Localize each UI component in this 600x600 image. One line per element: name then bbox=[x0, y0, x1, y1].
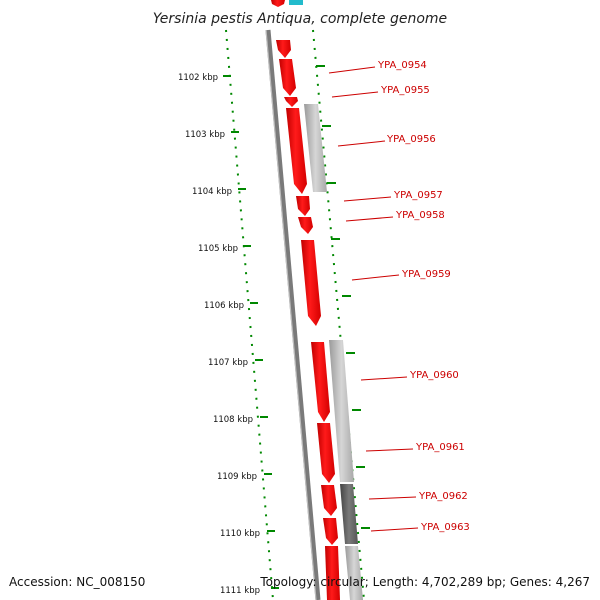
gene-arrow bbox=[284, 97, 298, 107]
gene-arrow bbox=[301, 240, 321, 326]
gene-labels: YPA_0954 YPA_0955 YPA_0956 YPA_0957 YPA_… bbox=[377, 60, 470, 533]
reverse-strand-block bbox=[345, 546, 363, 600]
gene-arrow bbox=[296, 196, 310, 216]
ruler-tick-label: 1102 kbp bbox=[178, 73, 218, 83]
gene-label: YPA_0956 bbox=[386, 134, 436, 145]
gene-label: YPA_0961 bbox=[415, 442, 465, 453]
ruler-tick-label: 1111 kbp bbox=[220, 586, 260, 596]
gene-arrow bbox=[286, 108, 307, 194]
ruler-tick-label: 1103 kbp bbox=[185, 130, 225, 140]
ruler-tick-label: 1109 kbp bbox=[217, 472, 257, 482]
gene-arrow bbox=[321, 485, 337, 516]
teal-feature bbox=[289, 0, 303, 5]
ruler-tick-label: 1110 kbp bbox=[220, 529, 260, 539]
ruler-tick-label: 1108 kbp bbox=[213, 415, 253, 425]
gene-arrow bbox=[325, 546, 340, 600]
gene-arrow bbox=[317, 423, 335, 483]
reverse-strand-block bbox=[329, 340, 354, 482]
map-title: Yersinia pestis Antiqua, complete genome bbox=[153, 11, 447, 27]
gene-arrow-partial-top bbox=[271, 0, 285, 7]
genome-info-text: Topology: circular; Length: 4,702,289 bp… bbox=[259, 575, 590, 589]
ruler-ticks bbox=[223, 75, 279, 589]
ruler-tick-label: 1105 kbp bbox=[198, 244, 238, 254]
gene-label: YPA_0962 bbox=[418, 491, 468, 502]
gene-label: YPA_0958 bbox=[395, 210, 445, 221]
gene-label: YPA_0954 bbox=[377, 60, 427, 71]
ruler-tick-label: 1104 kbp bbox=[192, 187, 232, 197]
gene-label: YPA_0955 bbox=[380, 85, 430, 96]
gene-arrow bbox=[311, 342, 330, 422]
ruler-tick-label: 1107 kbp bbox=[208, 358, 248, 368]
accession-text: Accession: NC_008150 bbox=[9, 575, 145, 589]
gene-label: YPA_0960 bbox=[409, 370, 459, 381]
reverse-strand-block-dark bbox=[340, 484, 358, 544]
ruler-dotted-line bbox=[225, 29, 274, 600]
backbone-highlight bbox=[265, 29, 317, 600]
backbone-line bbox=[265, 29, 321, 600]
ruler-tick-label: 1106 kbp bbox=[204, 301, 244, 311]
gene-arrow bbox=[279, 59, 296, 96]
gene-arrow bbox=[323, 518, 338, 545]
gene-arrow bbox=[276, 40, 291, 58]
gene-label: YPA_0957 bbox=[393, 190, 443, 201]
gene-label-lines bbox=[328, 66, 419, 532]
reverse-strand-block bbox=[304, 104, 327, 192]
gene-label: YPA_0963 bbox=[420, 522, 470, 533]
outer-tick-marks bbox=[316, 65, 370, 529]
gene-label: YPA_0959 bbox=[401, 269, 451, 280]
ruler-labels: 1102 kbp 1103 kbp 1104 kbp 1105 kbp 1106… bbox=[178, 73, 260, 596]
gene-arrow bbox=[298, 217, 313, 234]
